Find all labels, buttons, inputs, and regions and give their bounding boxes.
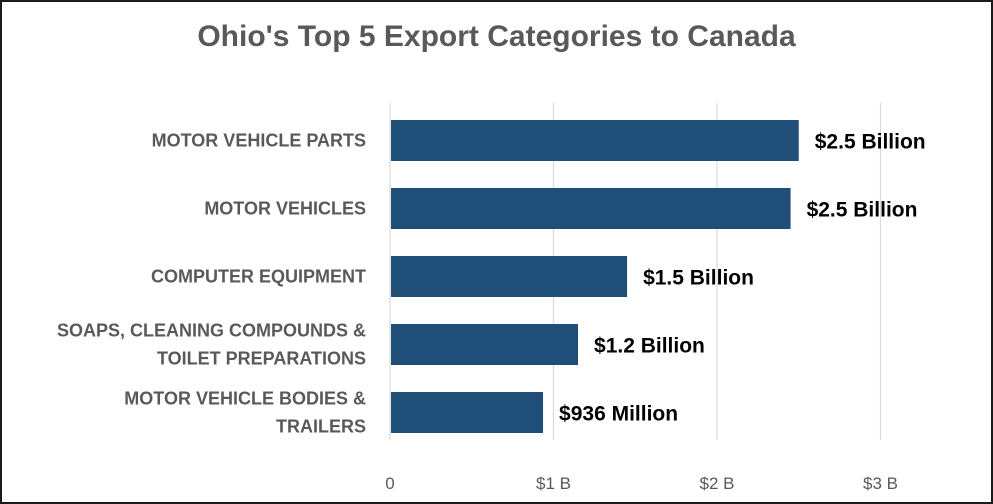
x-tick-label: $1 B <box>536 474 571 493</box>
bar <box>391 256 628 297</box>
chart-title: Ohio's Top 5 Export Categories to Canada <box>197 20 796 53</box>
data-label: $2.5 Billion <box>815 131 926 154</box>
x-tick-label: 0 <box>385 474 394 493</box>
data-label: $2.5 Billion <box>807 199 918 222</box>
x-tick-label: $3 B <box>863 474 898 493</box>
bar <box>391 324 579 365</box>
category-label: MOTOR VEHICLES <box>204 199 366 219</box>
data-label: $1.5 Billion <box>643 267 754 290</box>
bar <box>391 188 791 229</box>
data-label: $936 Million <box>559 403 678 426</box>
bar <box>391 120 799 161</box>
data-label: $1.2 Billion <box>594 335 705 358</box>
x-tick-label: $2 B <box>700 474 735 493</box>
category-label: MOTOR VEHICLE BODIES & TRAILERS <box>124 389 366 437</box>
category-label: COMPUTER EQUIPMENT <box>151 267 366 287</box>
category-label: MOTOR VEHICLE PARTS <box>152 131 366 151</box>
bar <box>391 392 544 433</box>
category-label: SOAPS, CLEANING COMPOUNDS & TOILET PREPAR… <box>57 321 366 369</box>
